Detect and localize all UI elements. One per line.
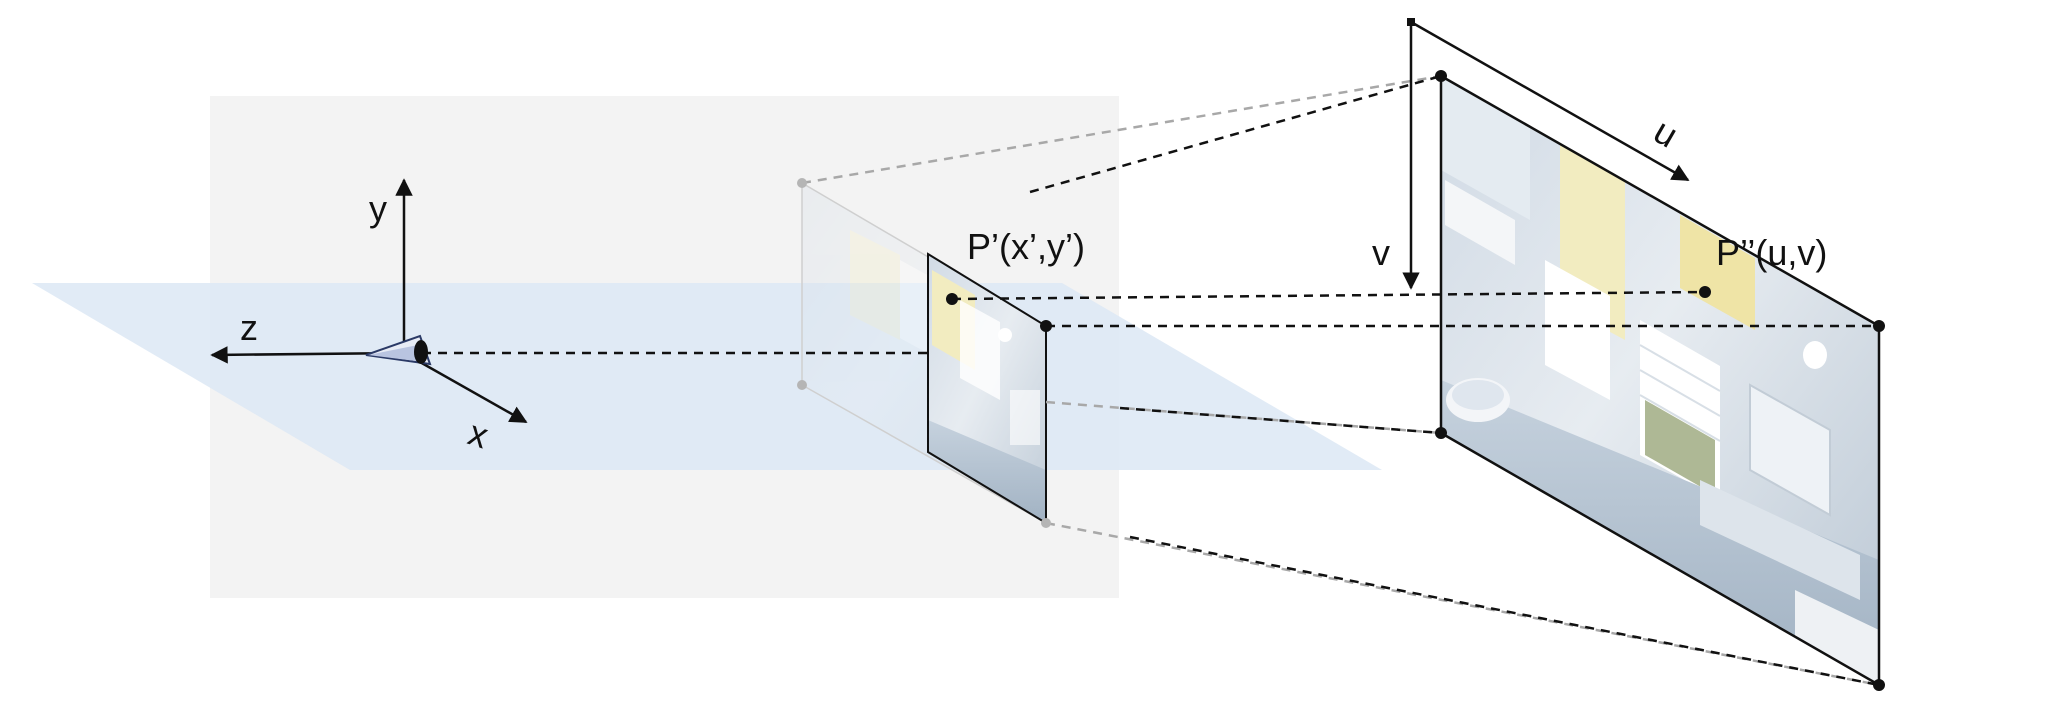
axis-v-label: v bbox=[1372, 232, 1390, 273]
eye-icon bbox=[365, 334, 432, 366]
image-uv-axes bbox=[1402, 20, 1690, 290]
point-p-double-prime-label: P’’(u,v) bbox=[1716, 232, 1827, 273]
point-p-prime bbox=[946, 293, 958, 305]
corner-points bbox=[797, 70, 1885, 691]
point-p-prime-label: P’(x’,y’) bbox=[967, 226, 1085, 267]
axis-y-label: y bbox=[369, 188, 387, 229]
axis-z-label: z bbox=[240, 307, 258, 348]
projection-lines bbox=[422, 74, 1880, 687]
uv-origin-marker bbox=[1407, 18, 1415, 26]
point-p-double-prime bbox=[1699, 286, 1711, 298]
axis-u-label: u bbox=[1647, 110, 1685, 156]
